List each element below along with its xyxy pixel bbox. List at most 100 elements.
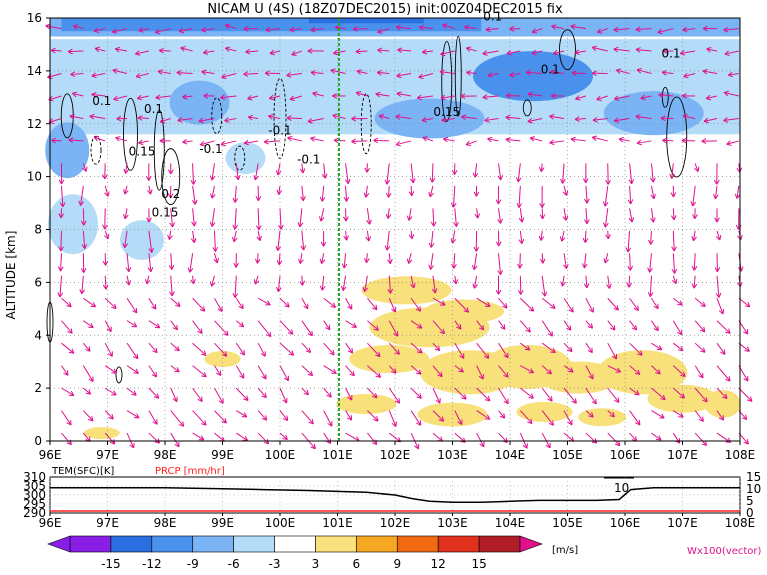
wind-vector [236,410,247,418]
wind-vector [422,136,434,142]
wind-vector-head [505,114,511,121]
wind-vector-head [67,328,73,334]
wind-vector [592,136,608,142]
wind-vector-head [567,419,573,426]
wind-vector [550,71,565,75]
wind-vector-head [225,46,231,52]
wind-vector-head [282,434,288,441]
wind-vector-head [539,202,545,208]
wind-vector-head [93,135,100,142]
wind-vector-head [418,73,424,80]
wind-vector [482,95,499,98]
contour-label: 0.1 [92,94,111,108]
wind-vector-head [202,49,209,55]
wind-vector [680,50,696,54]
wind-vector-head [153,393,160,399]
wind-vector-head [395,24,401,31]
wind-vector [310,28,324,31]
wind-vector-head [298,258,304,264]
wind-vector-head [70,71,76,78]
wind-vector [68,139,84,142]
wind-vector [61,432,72,446]
wind-vector [531,28,543,33]
wind-vector [473,275,478,289]
wind-vector [214,297,223,312]
wind-vector-head [526,69,532,76]
wind-vector-head [109,439,116,445]
wind-vector [148,297,157,310]
wind-vector-head [69,113,75,120]
wind-vector-head [615,367,621,373]
wind-vector-head [72,24,79,30]
wind-vector [289,28,302,31]
wind-vector [301,365,313,376]
wind-vector [61,365,69,376]
shade-patch [120,220,164,261]
wind-vector [563,297,574,313]
wind-vector [464,26,477,30]
wind-vector-head [247,114,253,121]
strip-x-tick-label: 98E [154,516,177,530]
contour-label: -0.1 [297,152,320,166]
wind-vector-head [538,166,545,172]
wind-vector [388,253,391,264]
wind-vector [387,208,390,219]
wind-vector [243,73,259,75]
wind-vector-head [268,94,275,101]
wind-vector [257,342,266,357]
wind-vector [629,320,637,331]
wind-vector-head [167,234,173,240]
wind-vector [570,25,586,30]
wind-vector [353,28,368,30]
wind-vector [113,95,128,100]
wind-vector [650,185,655,199]
wind-vector [51,49,62,52]
wind-vector-head [657,28,663,35]
wind-vector [585,320,593,329]
wind-vector [257,297,271,306]
wind-vector-head [107,351,113,357]
wind-vector [662,71,674,75]
strip-x-tick-label: 107E [667,516,698,530]
wind-vector-head [726,140,732,146]
wind-vector-head [473,246,480,252]
colorbar-tick-label: -9 [187,557,199,571]
wind-vector [235,365,245,379]
wind-vector-head [415,306,422,312]
wind-vector [736,185,740,199]
wind-vector [220,140,237,146]
wind-vector [694,297,706,308]
wind-vector-head [396,91,402,97]
wind-vector-head [437,371,443,378]
wind-vector [454,275,457,285]
wind-vector-head [483,353,490,359]
wind-vector-head [648,239,654,245]
wind-vector-head [713,179,720,185]
wind-vector [214,387,224,404]
wind-vector [585,298,594,313]
contour-label: 0.1 [541,63,560,77]
wind-vector [551,25,565,30]
wind-vector [484,117,499,122]
wind-vector [299,208,303,227]
wind-vector-head [138,27,144,33]
colorbar-tick-label: 12 [431,557,446,571]
wind-vector-head [347,304,353,310]
wind-vector [277,230,281,251]
wind-vector-head [725,437,732,443]
shade-band-strong-blue [308,18,424,24]
contour-line [60,93,74,139]
wind-vector-head [391,307,397,313]
wind-vector [672,365,686,377]
wind-vector [124,185,128,195]
wind-vector-head [591,70,597,77]
contour-line [454,35,462,117]
wind-vector-head [703,117,709,124]
wind-vector-head [68,390,75,396]
wind-vector-head [701,138,707,144]
wind-vector [269,95,281,99]
x-tick-label: 106E [610,448,641,462]
wind-vector-head [276,189,283,195]
contour-line [522,99,532,117]
wind-vector [410,185,413,196]
